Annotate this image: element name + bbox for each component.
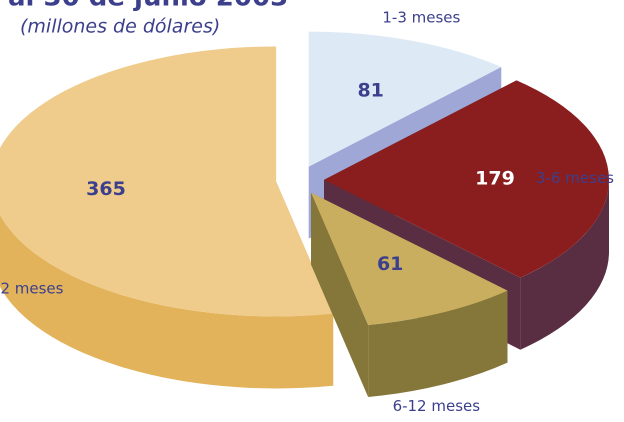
category-label: + de 12 meses xyxy=(0,280,64,298)
chart-title: al 30 de junio 2003 xyxy=(8,0,288,13)
value-label: 81 xyxy=(357,80,383,102)
category-label: 3-6 meses xyxy=(536,169,614,187)
slice-top xyxy=(311,192,508,326)
slice-top xyxy=(0,46,334,317)
chart-subtitle: (millones de dólares) xyxy=(20,16,220,38)
slice-side xyxy=(368,290,508,398)
slice xyxy=(0,46,334,389)
value-label: 179 xyxy=(475,168,515,190)
category-label: 1-3 meses xyxy=(382,9,460,27)
slice xyxy=(311,192,508,398)
slice-side xyxy=(0,214,334,389)
value-label: 365 xyxy=(86,178,126,200)
slice-top xyxy=(323,80,609,278)
category-label: 6-12 meses xyxy=(393,397,481,415)
slice-top xyxy=(308,31,502,167)
value-label: 61 xyxy=(377,253,403,275)
slice-face xyxy=(311,192,369,398)
slice-side xyxy=(520,179,609,350)
